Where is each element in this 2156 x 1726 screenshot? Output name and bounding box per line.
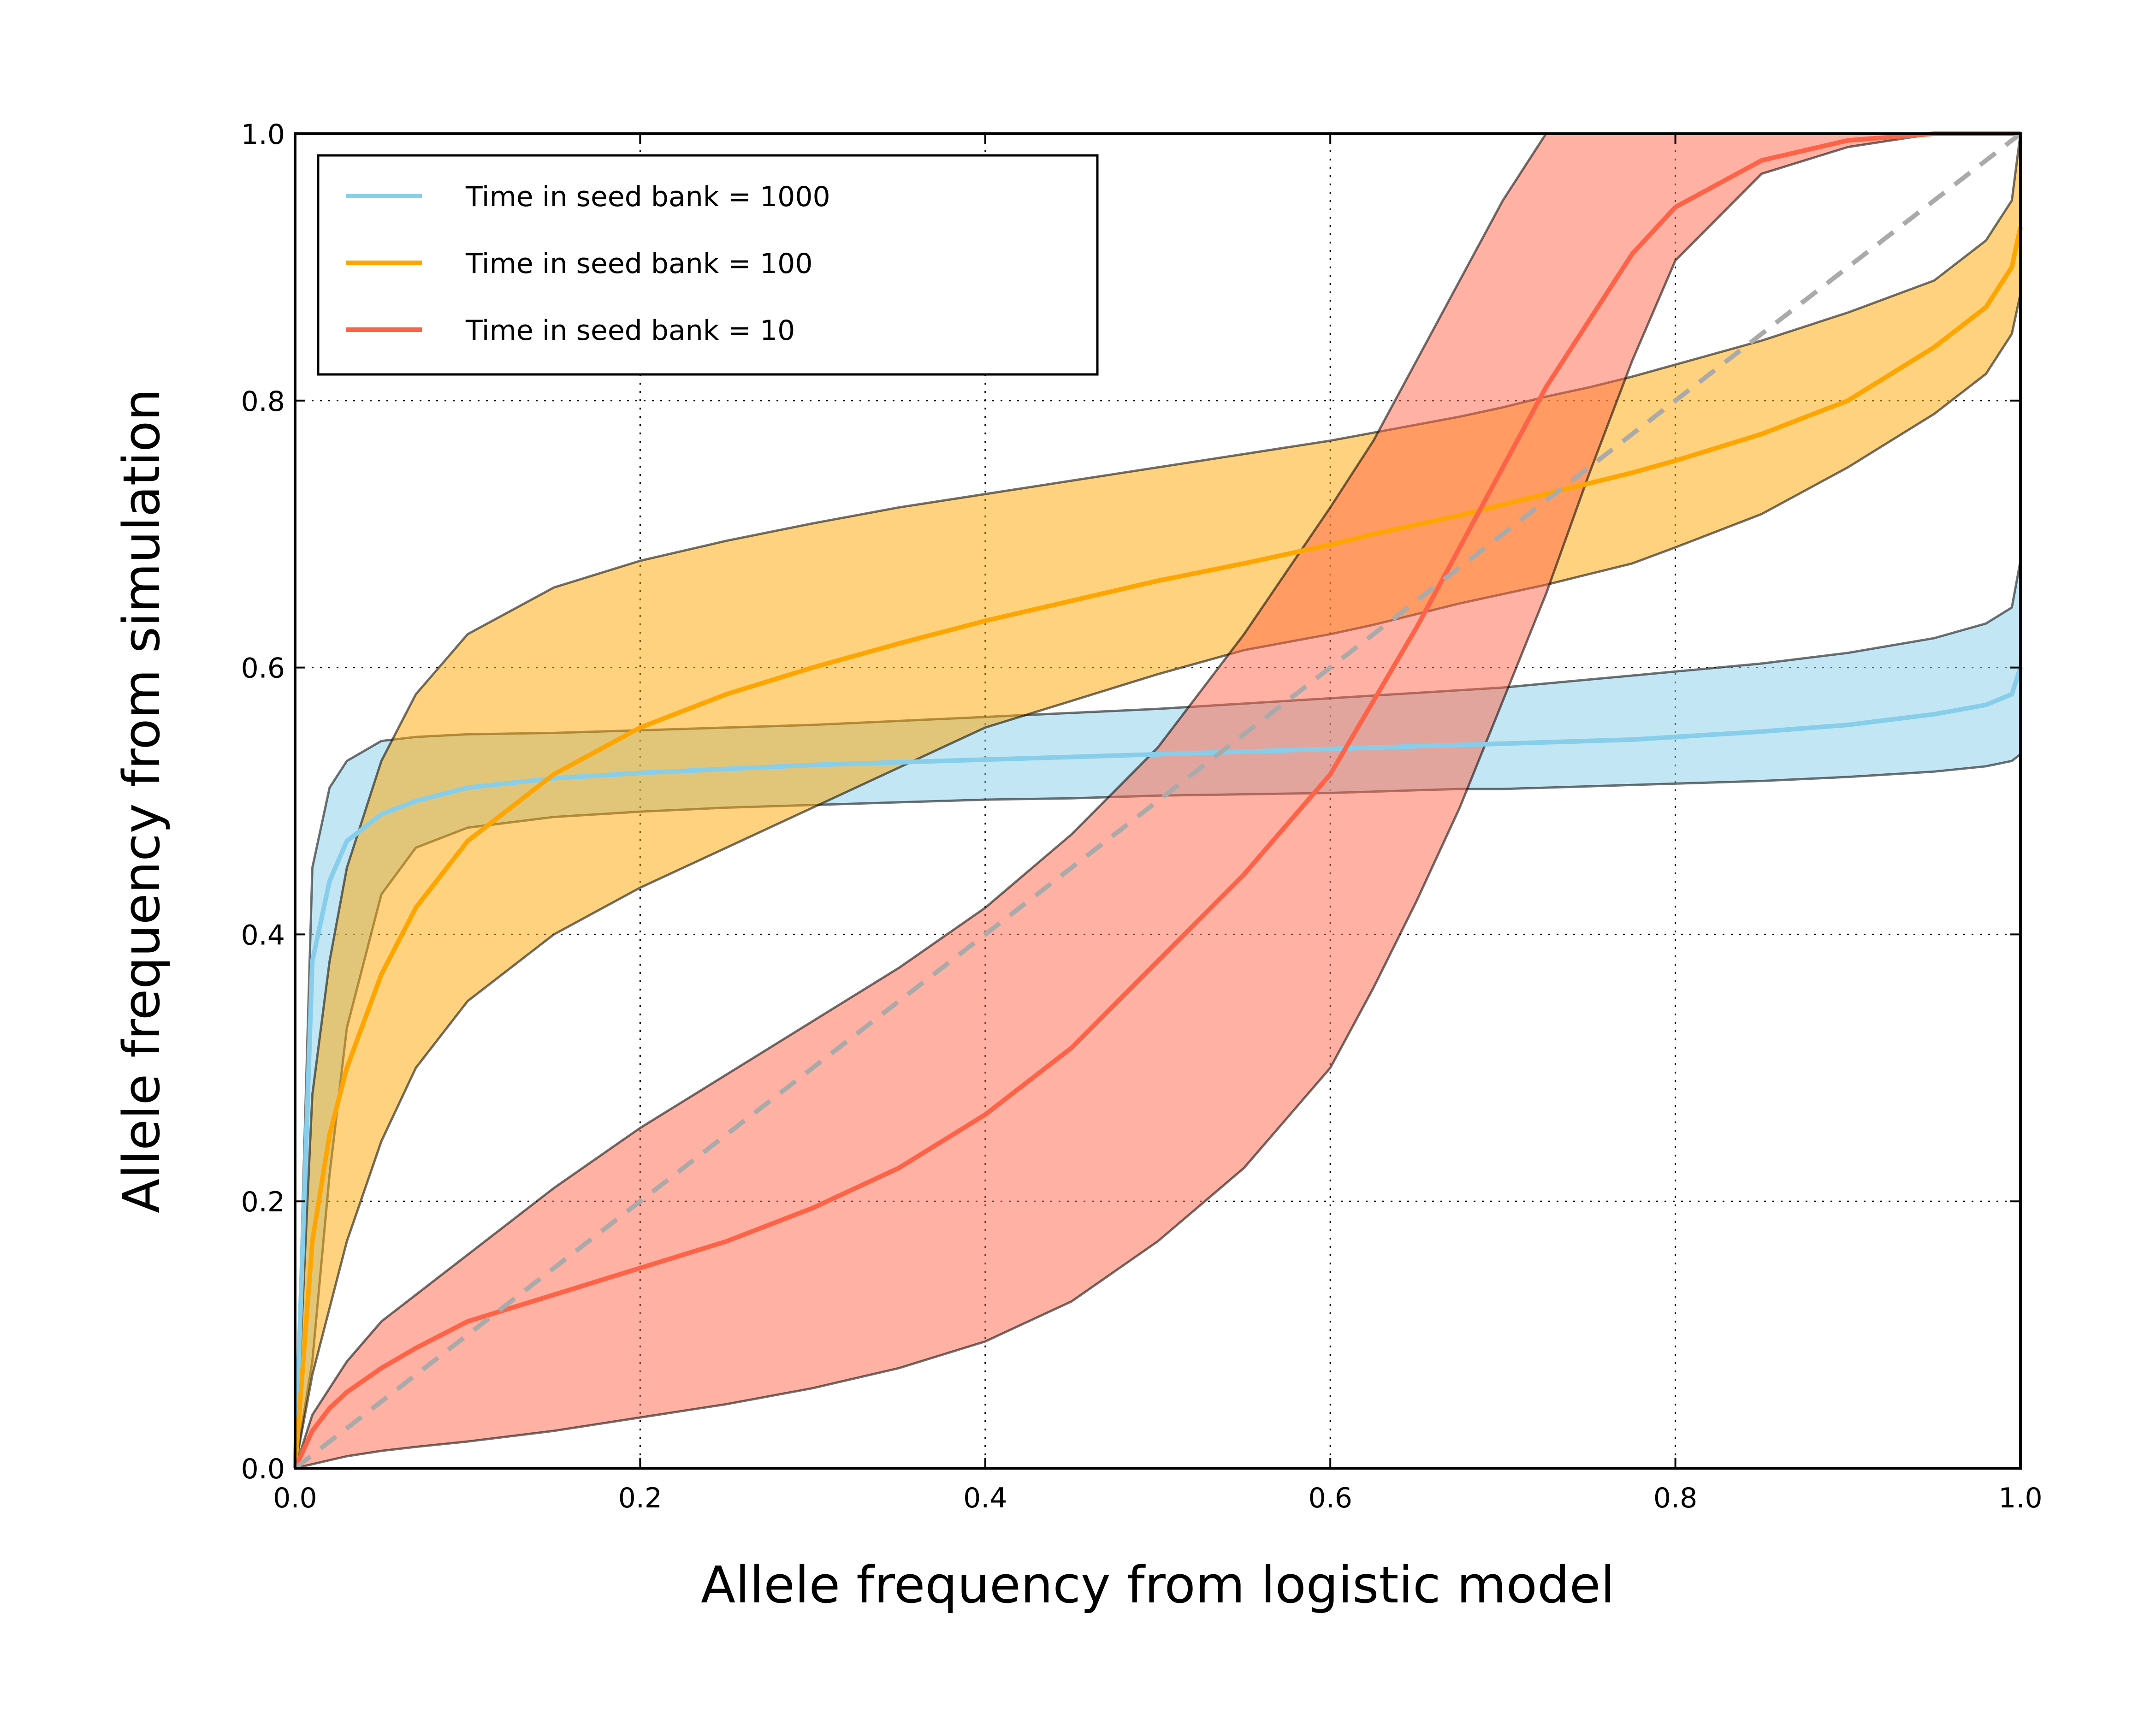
- y-tick-label: 0.8: [241, 386, 285, 418]
- legend-box: [317, 154, 1099, 376]
- plot-frame: [294, 132, 2022, 1470]
- y-tick-label: 0.6: [241, 652, 285, 685]
- axis-ticks: 0.0 0.2 0.4 0.6 0.8 1.0 0.0 0.2 0.4 0.6 0.8 1.0: [241, 119, 2043, 1514]
- x-tick-label: 0.6: [1308, 1482, 1352, 1514]
- x-tick-label: 1.0: [1998, 1482, 2042, 1514]
- x-tick-label: 0.4: [963, 1482, 1007, 1514]
- x-tick-label: 0.2: [618, 1482, 662, 1514]
- series-lines: [293, 131, 2023, 1470]
- mean-line-series-2: [293, 131, 2020, 1470]
- y-axis-title: Allele frequency from simulation: [112, 389, 171, 1213]
- y-tick-label: 0.0: [241, 1453, 285, 1485]
- legend-label-100: Time in seed bank = 100: [465, 248, 813, 280]
- x-tick-label: 0.8: [1653, 1482, 1697, 1514]
- legend-label-1000: Time in seed bank = 1000: [465, 181, 830, 213]
- y-tick-label: 0.2: [241, 1186, 285, 1218]
- legend: Time in seed bank = 1000 Time in seed ba…: [317, 154, 1099, 376]
- diagonal-reference-line: [293, 132, 2022, 1470]
- legend-label-10: Time in seed bank = 10: [465, 314, 795, 347]
- x-axis-title: Allele frequency from logistic model: [701, 1555, 1615, 1614]
- mean-line-series-1: [293, 226, 2023, 1469]
- y-tick-label: 0.4: [241, 919, 285, 951]
- y-tick-label: 1.0: [241, 119, 285, 151]
- mean-line-series-0: [293, 667, 2023, 1469]
- x-tick-label: 0.0: [273, 1482, 317, 1514]
